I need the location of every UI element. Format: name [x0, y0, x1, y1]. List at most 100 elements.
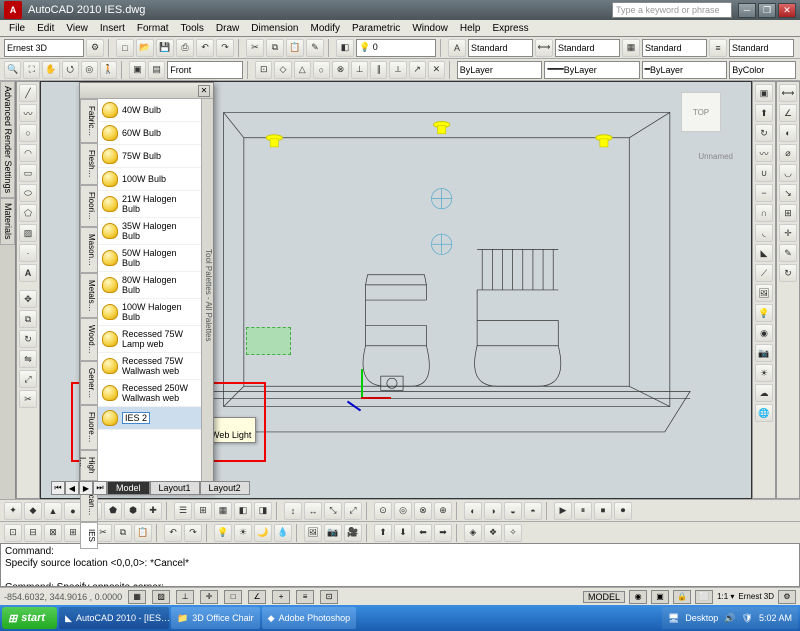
bt2-icon[interactable]: 🖼	[304, 524, 322, 542]
lwt-toggle[interactable]: ≡	[296, 590, 314, 604]
sb-icon[interactable]: ◉	[629, 590, 647, 604]
palette-item[interactable]: 50W Halogen Bulb	[98, 245, 201, 272]
bt-icon[interactable]: ◆	[24, 502, 42, 520]
close-button[interactable]: ✕	[778, 3, 796, 18]
bycolor-select[interactable]: ByColor	[729, 61, 796, 79]
menu-edit[interactable]: Edit	[32, 23, 59, 34]
bt2-icon[interactable]: ⊡	[4, 524, 22, 542]
bt2-icon[interactable]: ⬆	[374, 524, 392, 542]
bt2-icon[interactable]: ↶	[164, 524, 182, 542]
bt2-icon[interactable]: ⬅	[414, 524, 432, 542]
snap-toggle[interactable]: ▦	[128, 590, 146, 604]
circle-tool-icon[interactable]: ○	[19, 124, 37, 142]
layout-tab-model[interactable]: Model	[107, 481, 150, 495]
restore-button[interactable]: ❐	[758, 3, 776, 18]
orbit-icon[interactable]: ⭯	[62, 61, 79, 79]
view-select[interactable]: Front	[167, 61, 243, 79]
layout-prev-icon[interactable]: ◀	[65, 481, 79, 495]
center-icon[interactable]: ✛	[779, 224, 797, 242]
menu-window[interactable]: Window	[407, 23, 453, 34]
palette-item[interactable]: 40W Bulb	[98, 99, 201, 122]
workspace-select[interactable]: Ernest 3D	[4, 39, 84, 57]
bt2-icon[interactable]: ↷	[184, 524, 202, 542]
panel-render-settings[interactable]: Advanced Render Settings	[0, 81, 15, 198]
new-icon[interactable]: □	[116, 39, 134, 57]
sb-icon[interactable]: ⬜	[695, 590, 713, 604]
rotate-tool-icon[interactable]: ↻	[19, 330, 37, 348]
qp-toggle[interactable]: ⊡	[320, 590, 338, 604]
vstyle-icon[interactable]: ▣	[129, 61, 146, 79]
palette-item[interactable]: 60W Bulb	[98, 122, 201, 145]
ellipse-tool-icon[interactable]: ⬭	[19, 184, 37, 202]
intersect-icon[interactable]: ∩	[755, 204, 773, 222]
bt2-icon[interactable]: ⬇	[394, 524, 412, 542]
grid-toggle[interactable]: ▨	[152, 590, 170, 604]
layout-last-icon[interactable]: ⏭	[93, 481, 107, 495]
menu-draw[interactable]: Draw	[211, 23, 244, 34]
osnap2-icon[interactable]: ◇	[274, 61, 291, 79]
palette-tab[interactable]: Floori…	[80, 185, 98, 227]
osnap7-icon[interactable]: ∥	[370, 61, 387, 79]
palette-item[interactable]: Recessed 250W Wallwash web	[98, 380, 201, 407]
bt-icon[interactable]: ✦	[4, 502, 22, 520]
pan-icon[interactable]: ✋	[42, 61, 59, 79]
osnap6-icon[interactable]: ⊥	[351, 61, 368, 79]
bt2-icon[interactable]: 💡	[214, 524, 232, 542]
dim-edit-icon[interactable]: ✎	[779, 244, 797, 262]
paste-icon[interactable]: 📋	[286, 39, 304, 57]
view-cube[interactable]: TOP	[681, 92, 721, 132]
palette-tab[interactable]: Wood…	[80, 318, 98, 361]
render-icon[interactable]: 🖼	[755, 284, 773, 302]
arc-tool-icon[interactable]: ◠	[19, 144, 37, 162]
fillet-icon[interactable]: ◟	[755, 224, 773, 242]
palette-tab[interactable]: High I…	[80, 450, 98, 480]
wheel-icon[interactable]: ◎	[81, 61, 98, 79]
dim-icon[interactable]: ⟷	[535, 39, 553, 57]
menu-parametric[interactable]: Parametric	[347, 23, 405, 34]
dim-lin-icon[interactable]: ⟷	[779, 84, 797, 102]
scale-tool-icon[interactable]: ⤢	[19, 370, 37, 388]
point-tool-icon[interactable]: ·	[19, 244, 37, 262]
chamfer-icon[interactable]: ◣	[755, 244, 773, 262]
dim-update-icon[interactable]: ↻	[779, 264, 797, 282]
tool-a-icon[interactable]: A	[448, 39, 466, 57]
palette-item[interactable]: 80W Halogen Bulb	[98, 272, 201, 299]
dim-ang-icon[interactable]: ∠	[779, 104, 797, 122]
dim-rad-icon[interactable]: ◐	[779, 124, 797, 142]
tray-icon[interactable]: 🔊	[724, 613, 735, 624]
ortho-toggle[interactable]: ⊥	[176, 590, 194, 604]
layout-next-icon[interactable]: ▶	[79, 481, 93, 495]
sb-icon[interactable]: ▣	[651, 590, 669, 604]
polar-toggle[interactable]: ✛	[200, 590, 218, 604]
polygon-tool-icon[interactable]: ⬠	[19, 204, 37, 222]
osnap3-icon[interactable]: △	[294, 61, 311, 79]
bt2-icon[interactable]: ❖	[484, 524, 502, 542]
box-3d-icon[interactable]: ▣	[755, 84, 773, 102]
palette-tab[interactable]: Mason…	[80, 227, 98, 273]
save-icon[interactable]: 💾	[156, 39, 174, 57]
layer-icon[interactable]: ◧	[336, 39, 354, 57]
extrude-icon[interactable]: ⬆	[755, 104, 773, 122]
bt2-icon[interactable]: ☀	[234, 524, 252, 542]
system-tray[interactable]: 🖥 Desktop 🔊 🛡 5:02 AM	[662, 607, 798, 629]
bylayer-select[interactable]: ByLayer	[457, 61, 543, 79]
menu-insert[interactable]: Insert	[95, 23, 130, 34]
bt2-icon[interactable]: ⧉	[114, 524, 132, 542]
menu-modify[interactable]: Modify	[306, 23, 345, 34]
bt2-icon[interactable]: 💧	[274, 524, 292, 542]
move-tool-icon[interactable]: ✥	[19, 290, 37, 308]
menu-view[interactable]: View	[61, 23, 93, 34]
taskbar-task[interactable]: ◆Adobe Photoshop	[262, 607, 356, 629]
bt2-icon[interactable]: ➡	[434, 524, 452, 542]
mat-icon[interactable]: ◉	[755, 324, 773, 342]
minimize-button[interactable]: ─	[738, 3, 756, 18]
palette-item-selected[interactable]: IES 2	[98, 407, 201, 430]
copy-tool-icon[interactable]: ⧉	[19, 310, 37, 328]
table-icon[interactable]: ▦	[622, 39, 640, 57]
palette-tab[interactable]: Metals…	[80, 273, 98, 319]
palette-tab[interactable]: Fluore…	[80, 405, 98, 450]
mline-icon[interactable]: ≡	[709, 39, 727, 57]
otrack-toggle[interactable]: ∠	[248, 590, 266, 604]
walk-icon[interactable]: 🚶	[100, 61, 117, 79]
taskbar-task[interactable]: ◣AutoCAD 2010 - [IES…	[59, 607, 169, 629]
